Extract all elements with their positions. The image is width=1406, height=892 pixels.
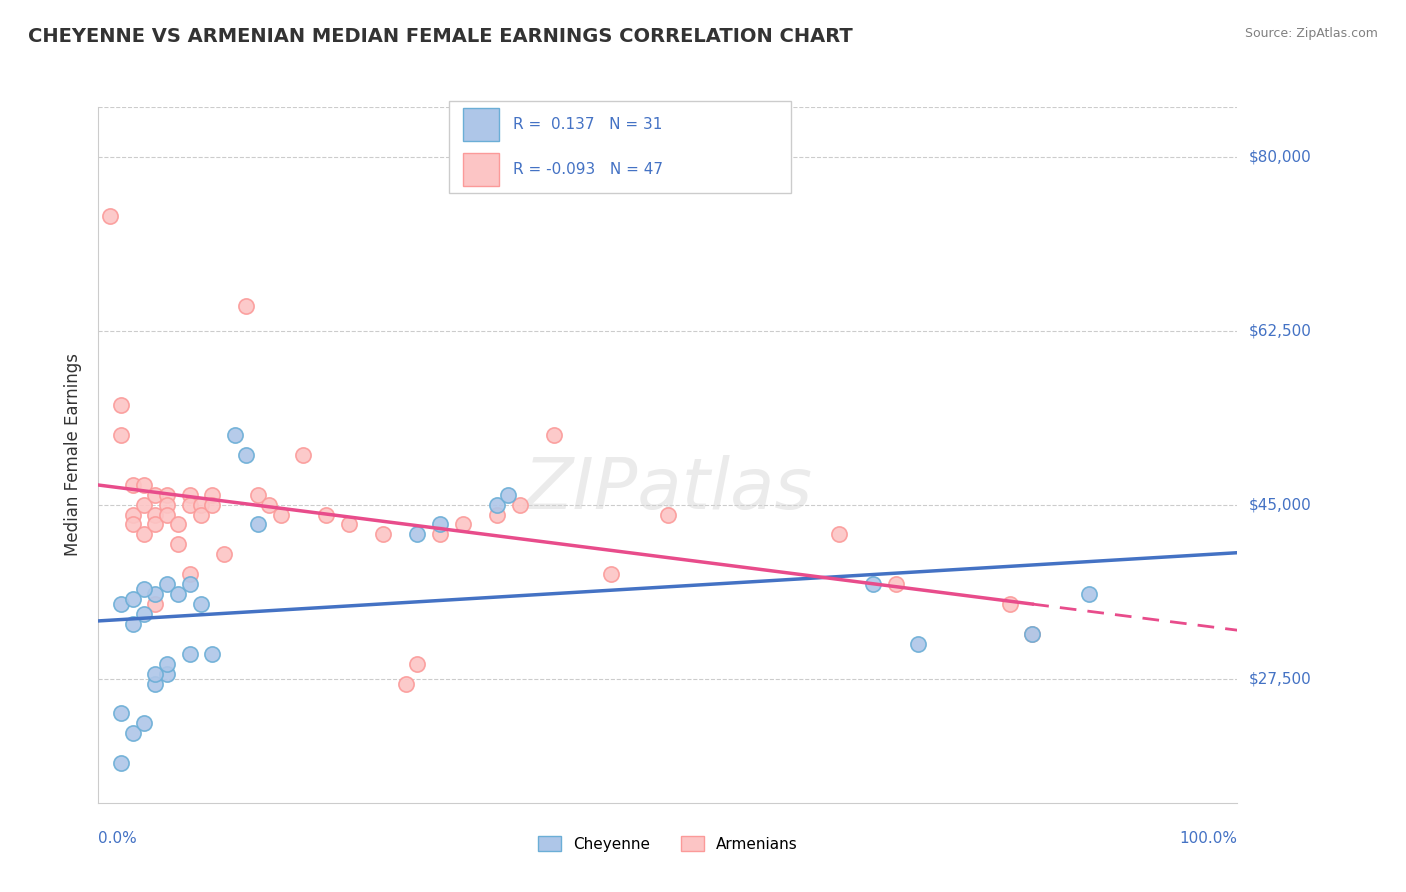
Point: [190, 498, 212, 512]
Point: [1021, 627, 1043, 641]
Point: [132, 477, 155, 491]
Point: [179, 577, 201, 591]
Point: [270, 508, 292, 522]
Point: [179, 647, 201, 661]
Point: [145, 517, 167, 532]
Point: [110, 398, 132, 412]
Point: [98, 210, 121, 224]
Point: [862, 577, 884, 591]
Point: [132, 582, 155, 596]
Text: R = -0.093   N = 47: R = -0.093 N = 47: [513, 162, 664, 178]
Point: [145, 676, 167, 690]
FancyBboxPatch shape: [463, 108, 499, 141]
Point: [201, 498, 224, 512]
Point: [235, 448, 257, 462]
Point: [156, 488, 179, 502]
Point: [406, 527, 429, 541]
Point: [884, 577, 907, 591]
Point: [259, 498, 281, 512]
Point: [498, 488, 520, 502]
Point: [145, 666, 167, 681]
Point: [156, 577, 179, 591]
Point: [132, 498, 155, 512]
Text: $62,500: $62,500: [1249, 323, 1312, 338]
Point: [337, 517, 360, 532]
Point: [406, 657, 429, 671]
Point: [190, 597, 212, 611]
Point: [246, 517, 269, 532]
Point: [509, 498, 531, 512]
Point: [486, 508, 509, 522]
FancyBboxPatch shape: [463, 153, 499, 186]
Point: [121, 477, 143, 491]
Point: [486, 498, 509, 512]
Point: [212, 547, 235, 561]
Point: [121, 508, 143, 522]
Point: [292, 448, 315, 462]
Point: [224, 428, 246, 442]
Point: [657, 508, 679, 522]
Point: [179, 567, 201, 582]
Point: [156, 508, 179, 522]
Legend: Cheyenne, Armenians: Cheyenne, Armenians: [531, 830, 804, 858]
Point: [201, 488, 224, 502]
Point: [190, 508, 212, 522]
Point: [167, 537, 190, 551]
Point: [371, 527, 394, 541]
Point: [998, 597, 1021, 611]
Text: ZIPatlas: ZIPatlas: [523, 455, 813, 524]
Point: [1078, 587, 1101, 601]
Point: [121, 517, 143, 532]
Point: [145, 508, 167, 522]
Point: [145, 587, 167, 601]
Point: [828, 527, 851, 541]
Point: [179, 498, 201, 512]
Point: [246, 488, 269, 502]
Point: [156, 666, 179, 681]
Text: $80,000: $80,000: [1249, 149, 1312, 164]
Point: [167, 517, 190, 532]
Text: Source: ZipAtlas.com: Source: ZipAtlas.com: [1244, 27, 1378, 40]
Point: [429, 517, 451, 532]
Point: [429, 527, 451, 541]
Point: [110, 756, 132, 770]
Point: [1021, 627, 1043, 641]
Point: [145, 597, 167, 611]
FancyBboxPatch shape: [449, 101, 790, 194]
Point: [110, 428, 132, 442]
Point: [145, 488, 167, 502]
Point: [110, 597, 132, 611]
Point: [395, 676, 418, 690]
Point: [121, 616, 143, 631]
Point: [121, 592, 143, 607]
Point: [907, 637, 929, 651]
Text: 100.0%: 100.0%: [1180, 830, 1237, 846]
Point: [156, 498, 179, 512]
Point: [451, 517, 474, 532]
Point: [235, 299, 257, 313]
Y-axis label: Median Female Earnings: Median Female Earnings: [65, 353, 83, 557]
Text: 0.0%: 0.0%: [98, 830, 138, 846]
Text: R =  0.137   N = 31: R = 0.137 N = 31: [513, 117, 662, 132]
Point: [156, 657, 179, 671]
Point: [121, 726, 143, 740]
Point: [201, 647, 224, 661]
Point: [132, 527, 155, 541]
Point: [167, 587, 190, 601]
Point: [315, 508, 337, 522]
Point: [543, 428, 565, 442]
Text: $45,000: $45,000: [1249, 497, 1312, 512]
Point: [132, 607, 155, 621]
Point: [132, 716, 155, 731]
Text: CHEYENNE VS ARMENIAN MEDIAN FEMALE EARNINGS CORRELATION CHART: CHEYENNE VS ARMENIAN MEDIAN FEMALE EARNI…: [28, 27, 853, 45]
Text: $27,500: $27,500: [1249, 671, 1312, 686]
Point: [179, 488, 201, 502]
Point: [110, 706, 132, 721]
Point: [600, 567, 623, 582]
